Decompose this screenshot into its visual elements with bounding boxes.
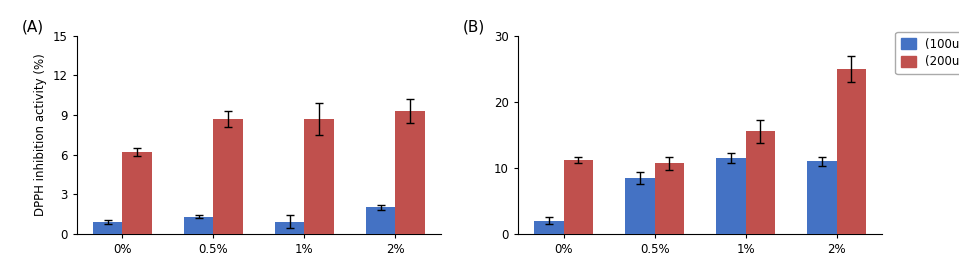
Bar: [534, 221, 564, 234]
Bar: [184, 217, 214, 234]
Bar: [304, 119, 334, 234]
Bar: [275, 222, 304, 234]
Bar: [123, 152, 152, 234]
Bar: [836, 69, 866, 234]
Bar: [625, 178, 655, 234]
Bar: [366, 207, 395, 234]
Bar: [716, 158, 745, 234]
Text: (B): (B): [463, 20, 485, 35]
Y-axis label: DPPH inhibition activity (%): DPPH inhibition activity (%): [35, 53, 47, 216]
Bar: [655, 163, 684, 234]
Bar: [564, 160, 593, 234]
Legend: (100ug/ml), (200ug/ml): (100ug/ml), (200ug/ml): [896, 32, 959, 74]
Bar: [807, 161, 836, 234]
Text: (A): (A): [22, 20, 44, 35]
Bar: [93, 222, 123, 234]
Bar: [395, 111, 425, 234]
Bar: [745, 131, 775, 234]
Bar: [214, 119, 243, 234]
